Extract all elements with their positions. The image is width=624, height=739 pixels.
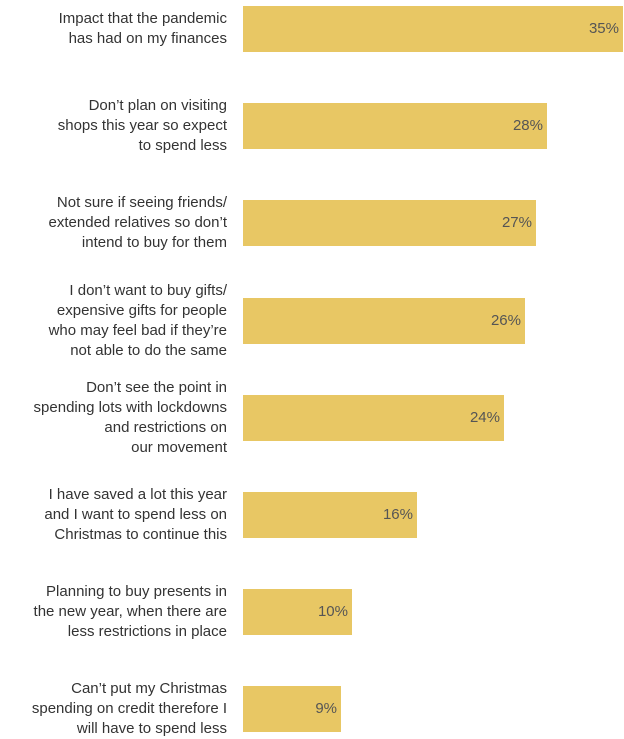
category-label-line: Not sure if seeing friends/ bbox=[56, 194, 227, 211]
category-label-line: who may feel bad if they’re bbox=[48, 322, 227, 339]
category-label-line: Christmas to continue this bbox=[54, 526, 227, 543]
category-label-line: and restrictions on bbox=[104, 419, 227, 436]
data-label: 24% bbox=[469, 409, 500, 426]
category-label: Not sure if seeing friends/extended rela… bbox=[49, 193, 227, 253]
category-label: Impact that the pandemic has had on my fi… bbox=[59, 9, 227, 49]
data-label: 10% bbox=[317, 603, 348, 620]
bar bbox=[243, 6, 623, 52]
category-label-line: our movement bbox=[131, 439, 227, 456]
bar bbox=[243, 395, 504, 441]
category-label-line: Impact that the pandemic bbox=[58, 10, 227, 27]
category-label-line: the new year, when there are bbox=[33, 603, 227, 620]
category-label: Can’t put my Christmas spending on credit… bbox=[32, 679, 227, 739]
category-label-line: Can’t put my Christmas bbox=[71, 680, 227, 697]
category-label-line: I don’t want to buy gifts/ bbox=[69, 282, 227, 299]
data-label: 9% bbox=[315, 700, 337, 717]
bar bbox=[243, 103, 547, 149]
category-label-line: to spend less bbox=[138, 137, 227, 154]
category-label-line: less restrictions in place bbox=[67, 623, 227, 640]
bar bbox=[243, 589, 352, 635]
category-label-line: Don’t plan on visiting bbox=[88, 97, 227, 114]
data-label: 26% bbox=[490, 312, 521, 329]
category-label: Don’t see the point in spending lots with… bbox=[34, 378, 227, 458]
category-label-line: spending on credit therefore I bbox=[31, 700, 227, 717]
category-label: I don’t want to buy gifts/expensive gift… bbox=[49, 281, 227, 361]
category-label: Planning to buy presents in the new year,… bbox=[34, 582, 227, 642]
category-label-line: Planning to buy presents in bbox=[46, 583, 227, 600]
bar bbox=[243, 298, 525, 344]
category-label-line: has had on my finances bbox=[68, 30, 227, 47]
data-label: 28% bbox=[512, 117, 543, 134]
category-label-line: expensive gifts for people bbox=[56, 302, 227, 319]
category-label-line: spending lots with lockdowns bbox=[33, 399, 227, 416]
bar bbox=[243, 200, 536, 246]
data-label: 27% bbox=[501, 214, 532, 231]
data-label: 16% bbox=[382, 506, 413, 523]
bar bbox=[243, 686, 341, 732]
data-label: 35% bbox=[588, 20, 619, 37]
category-label-line: extended relatives so don’t bbox=[48, 214, 227, 231]
category-label: Don’t plan on visiting shops this year so… bbox=[58, 96, 227, 156]
category-label-line: will have to spend less bbox=[76, 720, 227, 737]
category-label-line: not able to do the same bbox=[70, 342, 227, 359]
category-label-line: and I want to spend less on bbox=[44, 506, 227, 523]
category-label-line: Don’t see the point in bbox=[86, 379, 227, 396]
bar bbox=[243, 492, 417, 538]
category-label-line: intend to buy for them bbox=[81, 234, 227, 251]
category-label-line: shops this year so expect bbox=[57, 117, 227, 134]
category-label-line: I have saved a lot this year bbox=[48, 486, 227, 503]
category-label: I have saved a lot this year and I want t… bbox=[44, 485, 227, 545]
